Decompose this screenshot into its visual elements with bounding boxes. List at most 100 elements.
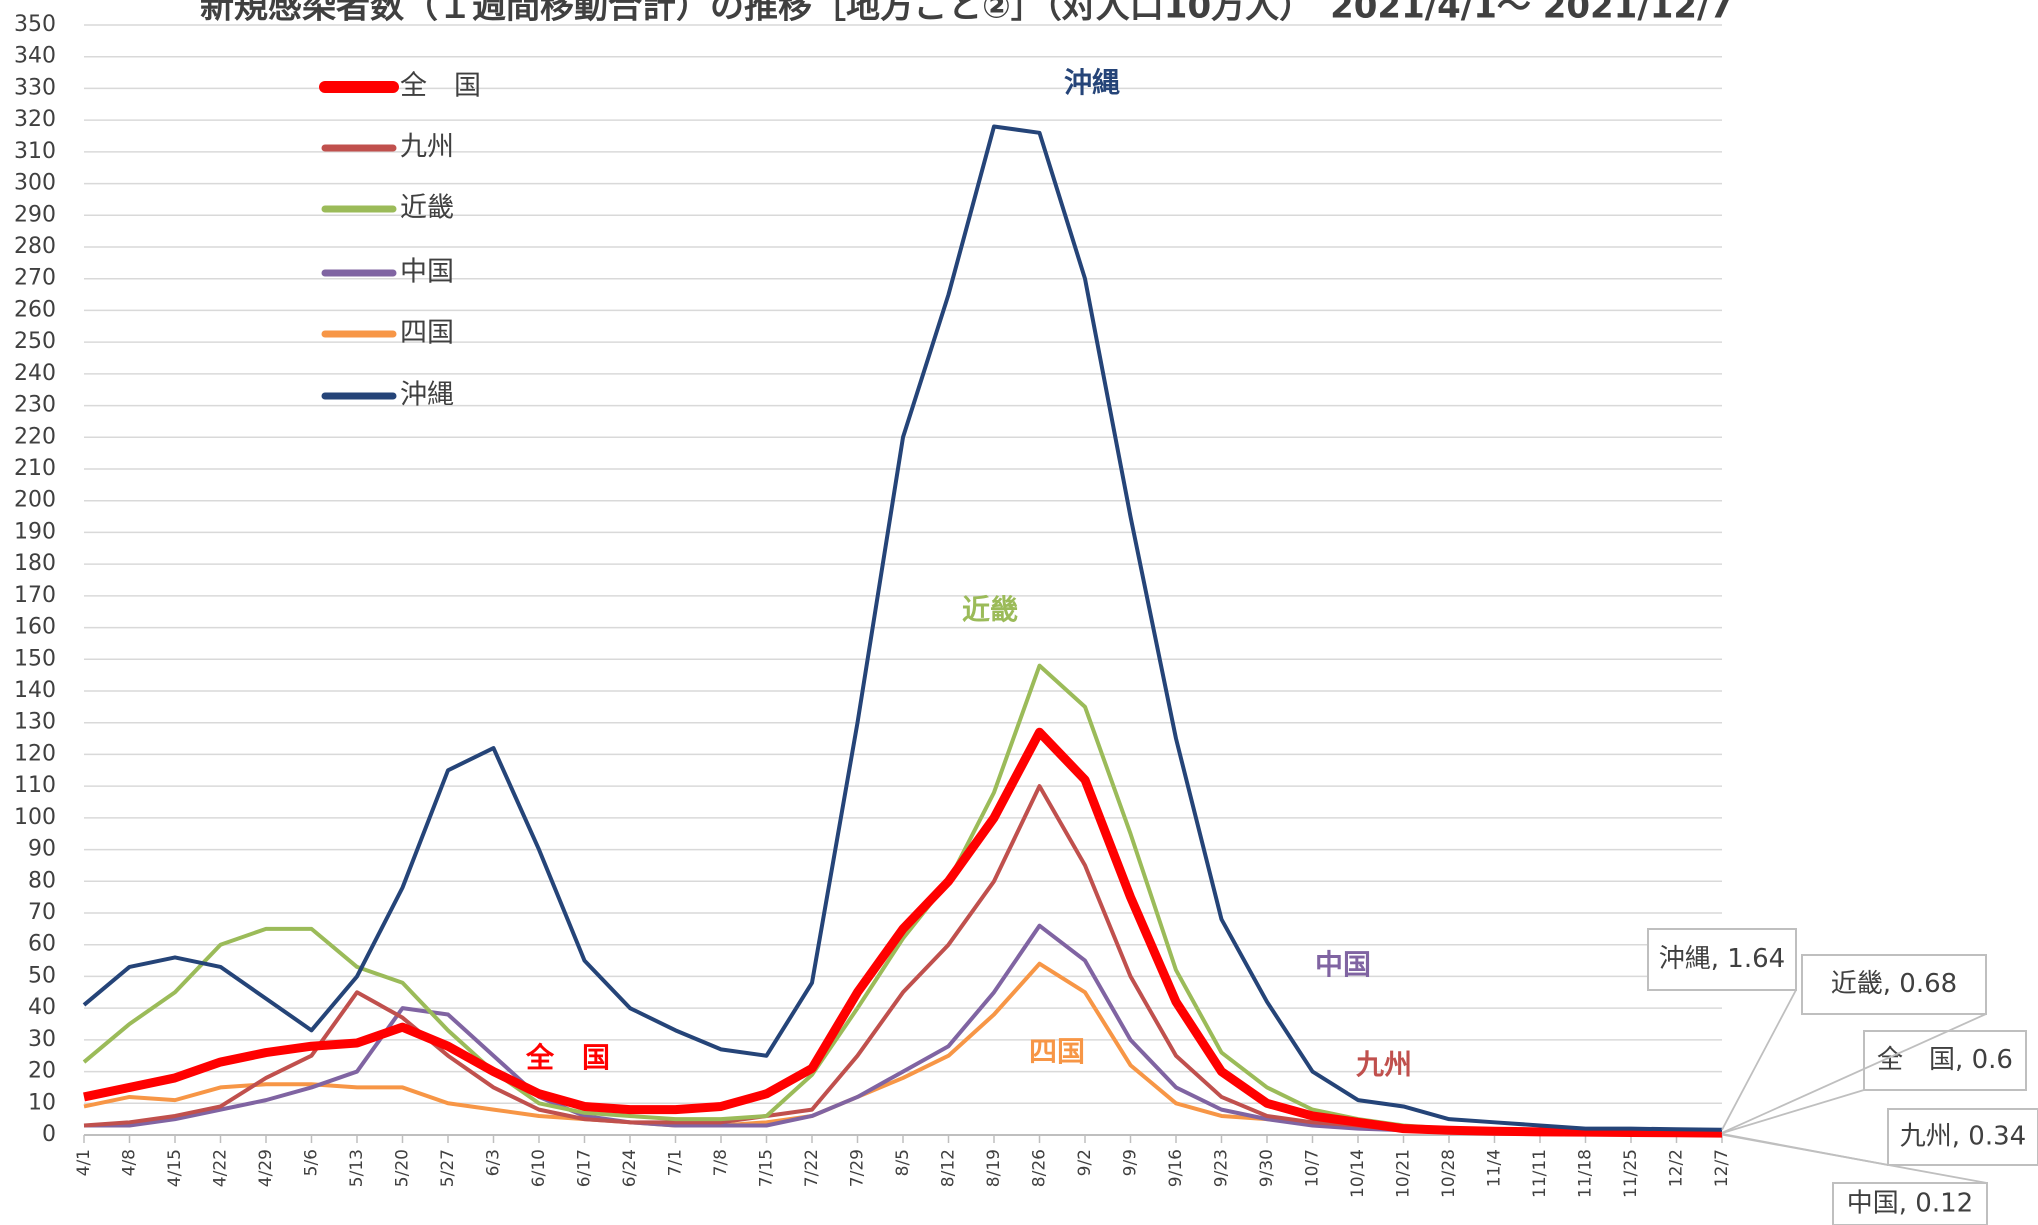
- x-tick-label: 9/2: [1075, 1149, 1095, 1176]
- y-tick-label: 240: [14, 361, 56, 386]
- x-tick-label: 9/30: [1257, 1149, 1277, 1187]
- x-tick-label: 12/7: [1712, 1149, 1732, 1187]
- x-tick-label: 4/29: [256, 1149, 276, 1187]
- series-annotation: 沖縄: [1064, 66, 1120, 99]
- series-annotation: 中国: [1315, 948, 1371, 981]
- chart-title: 新規感染者数（１週間移動合計）の推移［地方ごと②］（対人口10万人） 2021/…: [200, 0, 1733, 27]
- y-tick-label: 160: [14, 615, 56, 640]
- y-tick-label: 350: [14, 12, 56, 37]
- callout-label: 沖縄, 1.64: [1659, 944, 1785, 974]
- callout-leader: [1721, 1089, 1865, 1134]
- x-tick-label: 4/15: [165, 1149, 185, 1187]
- x-tick-label: 11/11: [1530, 1149, 1550, 1198]
- x-tick-label: 8/12: [939, 1149, 959, 1187]
- legend-label: 四国: [400, 318, 454, 349]
- callout-leader: [1721, 1013, 1987, 1134]
- x-tick-label: 5/6: [302, 1149, 322, 1176]
- legend-label: 九州: [400, 132, 454, 163]
- y-tick-label: 210: [14, 456, 56, 481]
- series-annotation: 近畿: [962, 593, 1018, 626]
- legend-label: 近畿: [400, 193, 454, 224]
- legend-label: 沖縄: [400, 380, 454, 411]
- x-tick-label: 7/15: [757, 1149, 777, 1187]
- x-tick-label: 6/24: [620, 1149, 640, 1187]
- y-tick-label: 50: [28, 963, 56, 988]
- y-tick-label: 130: [14, 710, 56, 735]
- y-tick-label: 230: [14, 393, 56, 418]
- callout-leader: [1721, 1133, 1988, 1184]
- y-tick-label: 200: [14, 488, 56, 513]
- y-tick-label: 100: [14, 805, 56, 830]
- y-tick-label: 300: [14, 171, 56, 196]
- y-tick-label: 110: [14, 773, 56, 798]
- y-tick-label: 170: [14, 583, 56, 608]
- x-tick-label: 7/29: [848, 1149, 868, 1187]
- callout-label: 近畿, 0.68: [1831, 969, 1957, 999]
- y-tick-label: 80: [28, 868, 56, 893]
- x-tick-label: 9/16: [1166, 1149, 1186, 1187]
- x-tick-label: 11/18: [1576, 1149, 1596, 1198]
- y-tick-label: 250: [14, 329, 56, 354]
- x-tick-label: 5/27: [438, 1149, 458, 1187]
- callout-box: [1647, 928, 1797, 991]
- y-tick-label: 290: [14, 202, 56, 227]
- x-tick-label: 11/4: [1485, 1149, 1505, 1187]
- x-tick-label: 6/3: [484, 1149, 504, 1176]
- x-tick-label: 7/8: [711, 1149, 731, 1176]
- y-tick-label: 280: [14, 234, 56, 259]
- x-tick-label: 8/5: [893, 1149, 913, 1176]
- series-annotation: 四国: [1029, 1035, 1085, 1068]
- y-tick-label: 150: [14, 646, 56, 671]
- x-tick-label: 6/17: [575, 1149, 595, 1187]
- callout-box: [1832, 1182, 1988, 1225]
- y-tick-label: 320: [14, 107, 56, 132]
- x-tick-label: 10/14: [1348, 1149, 1368, 1198]
- x-tick-label: 4/22: [211, 1149, 231, 1187]
- y-tick-label: 10: [28, 1090, 56, 1115]
- y-tick-label: 180: [14, 551, 56, 576]
- y-tick-label: 190: [14, 519, 56, 544]
- x-tick-label: 10/7: [1303, 1149, 1323, 1187]
- x-tick-label: 8/26: [1030, 1149, 1050, 1187]
- x-tick-label: 4/1: [74, 1149, 94, 1176]
- y-tick-label: 330: [14, 75, 56, 100]
- series-annotation: 九州: [1356, 1048, 1412, 1081]
- y-tick-label: 60: [28, 932, 56, 957]
- callout-leader: [1721, 989, 1797, 1131]
- legend-label: 全 国: [400, 71, 481, 102]
- y-tick-label: 220: [14, 424, 56, 449]
- y-tick-label: 30: [28, 1027, 56, 1052]
- y-tick-label: 260: [14, 297, 56, 322]
- callout-label: 全 国, 0.6: [1877, 1045, 2013, 1075]
- x-tick-label: 11/25: [1621, 1149, 1641, 1198]
- callout-label: 九州, 0.34: [1900, 1122, 2026, 1152]
- y-tick-label: 0: [42, 1122, 56, 1147]
- x-tick-label: 8/19: [984, 1149, 1004, 1187]
- x-tick-label: 6/10: [529, 1149, 549, 1187]
- x-tick-label: 9/9: [1121, 1149, 1141, 1176]
- x-tick-label: 5/13: [347, 1149, 367, 1187]
- callout-box: [1801, 954, 1987, 1015]
- y-tick-label: 140: [14, 678, 56, 703]
- legend-label: 中国: [400, 257, 454, 288]
- y-tick-label: 90: [28, 837, 56, 862]
- y-tick-label: 20: [28, 1059, 56, 1084]
- y-tick-label: 70: [28, 900, 56, 925]
- y-tick-label: 270: [14, 266, 56, 291]
- series-line: [83, 727, 1723, 1138]
- x-tick-label: 10/28: [1439, 1149, 1459, 1198]
- x-tick-label: 5/20: [393, 1149, 413, 1187]
- callout-box: [1863, 1030, 2027, 1091]
- y-tick-label: 120: [14, 741, 56, 766]
- x-tick-label: 7/22: [802, 1149, 822, 1187]
- y-tick-label: 340: [14, 44, 56, 69]
- series-annotation: 全 国: [525, 1041, 610, 1074]
- y-tick-label: 40: [28, 995, 56, 1020]
- callout-label: 中国, 0.12: [1847, 1189, 1973, 1219]
- series-line: [82, 124, 1723, 1132]
- x-tick-label: 4/8: [120, 1149, 140, 1176]
- y-tick-label: 310: [14, 139, 56, 164]
- callout-box: [1887, 1108, 2038, 1166]
